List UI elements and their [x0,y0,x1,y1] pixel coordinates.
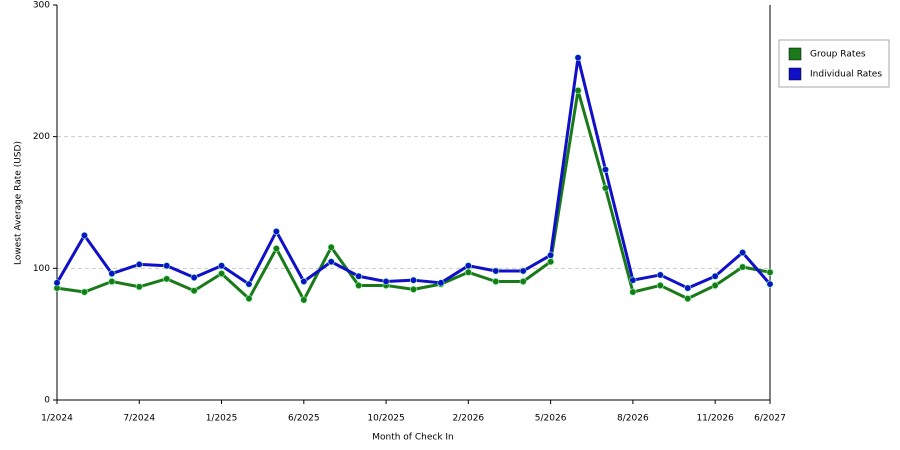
data-point [272,227,280,235]
data-point [108,277,116,285]
data-point [766,268,774,276]
y-tick-label: 300 [33,1,50,11]
data-point [218,262,226,270]
data-point [80,231,88,239]
data-point [492,277,500,285]
data-point [80,288,88,296]
data-point [327,243,335,251]
data-point [711,272,719,280]
legend-swatch [788,47,802,61]
data-point [163,262,171,270]
data-point [327,258,335,266]
legend-label: Group Rates [810,50,866,60]
data-point [547,251,555,259]
data-point [245,280,253,288]
data-point [492,267,500,275]
data-point [601,166,609,174]
data-point [656,281,664,289]
data-point [163,275,171,283]
data-point [711,281,719,289]
x-axis-label: Month of Check In [372,433,454,443]
x-tick-label: 6/2027 [754,414,786,424]
legend-label: Individual Rates [810,70,882,80]
y-tick-label: 200 [33,132,50,142]
data-point [382,277,390,285]
data-point [656,271,664,279]
data-point [272,245,280,253]
data-point [437,279,445,287]
data-point [409,276,417,284]
data-point [409,285,417,293]
data-point [739,249,747,257]
data-point [108,270,116,278]
x-tick-label: 10/2025 [367,414,404,424]
data-point [190,274,198,282]
x-tick-label: 11/2026 [696,414,734,424]
y-tick-label: 0 [44,396,50,406]
x-tick-label: 1/2025 [206,414,238,424]
data-point [739,263,747,271]
data-point [190,287,198,295]
y-tick-label: 100 [33,264,50,274]
data-point [547,258,555,266]
series-line [55,56,772,290]
x-tick-label: 5/2026 [535,414,567,424]
data-point [355,281,363,289]
data-point [629,288,637,296]
data-point [135,260,143,268]
x-tick-label: 7/2024 [123,414,155,424]
legend-swatch [788,67,802,81]
data-point [218,270,226,278]
y-axis-label: Lowest Average Rate (USD) [14,141,24,265]
x-tick-label: 2/2026 [453,414,485,424]
data-point [464,268,472,276]
x-tick-label: 8/2026 [617,414,649,424]
data-point [574,87,582,95]
data-point [135,283,143,291]
x-tick-label: 1/2024 [41,414,73,424]
data-point [355,272,363,280]
data-point [519,277,527,285]
data-point [519,267,527,275]
data-point [464,262,472,270]
data-point [684,295,692,303]
data-point [574,54,582,62]
data-point [684,284,692,292]
x-tick-label: 6/2025 [288,414,320,424]
data-point [53,279,61,287]
data-point [766,280,774,288]
data-point [629,276,637,284]
data-point [300,296,308,304]
data-point [245,295,253,303]
data-point [300,277,308,285]
data-point [601,184,609,192]
